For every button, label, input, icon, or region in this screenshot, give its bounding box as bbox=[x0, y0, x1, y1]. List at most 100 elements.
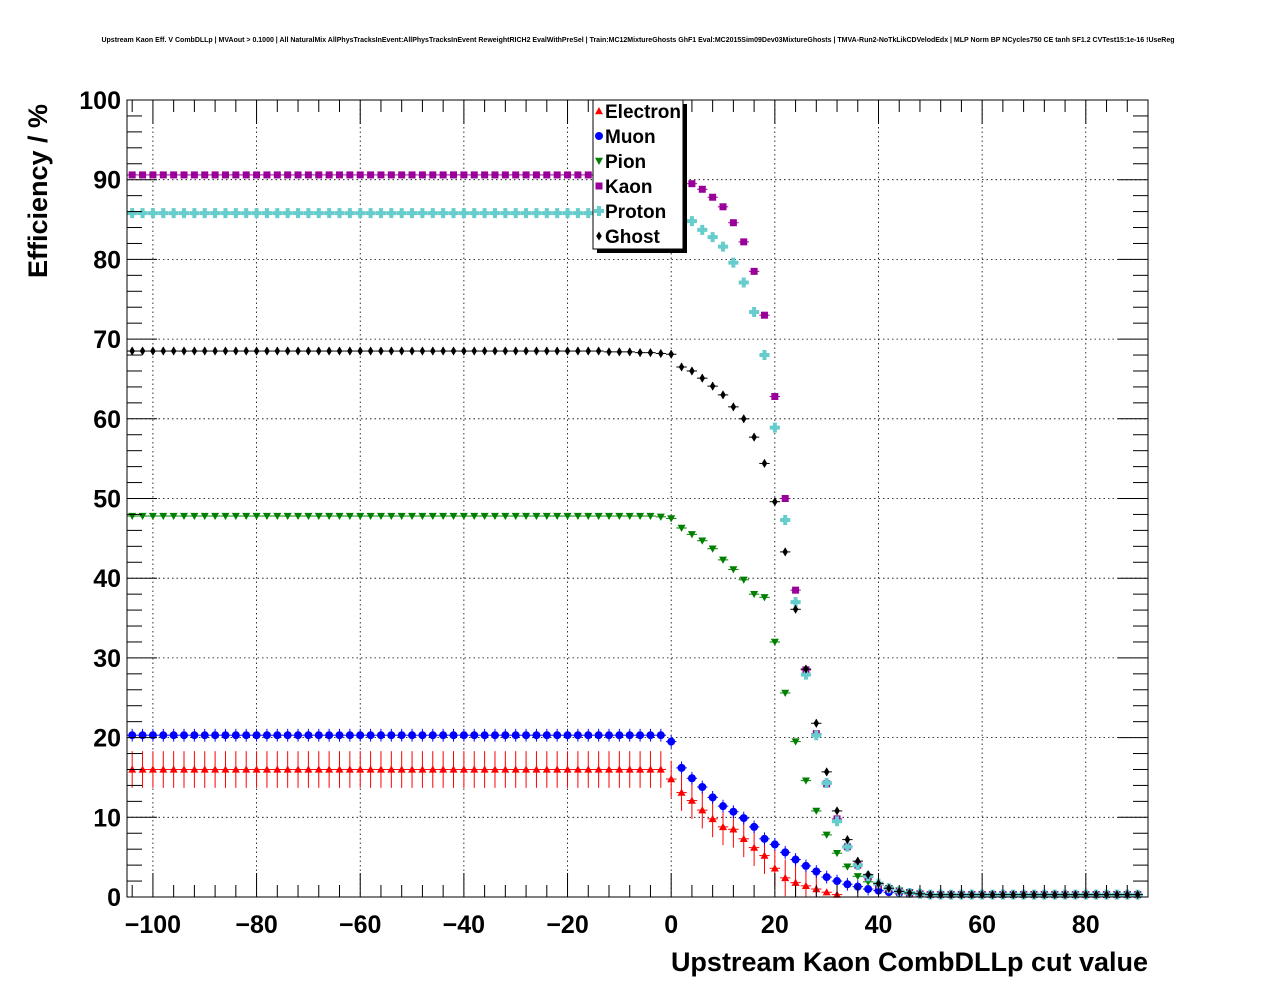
data-point bbox=[709, 193, 717, 201]
data-point bbox=[594, 765, 603, 773]
data-point bbox=[159, 171, 167, 179]
series-kaon bbox=[126, 171, 1143, 899]
data-point bbox=[407, 208, 418, 219]
legend-label: Proton bbox=[605, 202, 666, 223]
data-point bbox=[801, 861, 810, 870]
data-point bbox=[450, 171, 458, 179]
data-point bbox=[325, 731, 334, 740]
data-point bbox=[698, 783, 707, 792]
data-point bbox=[719, 203, 727, 211]
series-pion bbox=[126, 512, 1143, 899]
legend-label: Kaon bbox=[605, 177, 653, 198]
data-point bbox=[812, 867, 821, 876]
data-point bbox=[749, 307, 760, 318]
data-point bbox=[262, 731, 271, 740]
axis-ticks bbox=[127, 99, 1149, 898]
data-point bbox=[387, 171, 395, 179]
data-point bbox=[378, 346, 384, 356]
data-point bbox=[283, 731, 292, 740]
data-point bbox=[409, 346, 415, 356]
data-point bbox=[150, 346, 156, 356]
data-point bbox=[740, 414, 747, 424]
data-point bbox=[584, 731, 593, 740]
data-point bbox=[738, 277, 749, 288]
data-point bbox=[387, 731, 396, 740]
data-point bbox=[636, 512, 645, 521]
data-point bbox=[221, 731, 230, 740]
data-point bbox=[646, 731, 655, 740]
data-point bbox=[656, 513, 665, 521]
data-point bbox=[481, 171, 489, 179]
data-point bbox=[283, 512, 292, 521]
data-point bbox=[230, 208, 241, 219]
y-axis-title: Efficiency / % bbox=[23, 104, 53, 278]
data-point bbox=[314, 765, 323, 773]
data-point bbox=[769, 422, 780, 433]
data-point bbox=[408, 731, 417, 740]
data-point bbox=[801, 777, 810, 785]
data-point bbox=[822, 873, 831, 882]
data-point bbox=[792, 604, 799, 614]
data-point bbox=[429, 346, 436, 356]
data-point bbox=[211, 731, 220, 740]
data-point bbox=[906, 888, 913, 898]
data-point bbox=[273, 171, 281, 179]
data-point bbox=[658, 348, 664, 358]
data-point bbox=[791, 878, 800, 886]
data-point bbox=[335, 171, 343, 179]
data-point bbox=[449, 731, 458, 740]
data-point bbox=[211, 765, 220, 773]
y-tick-label: 20 bbox=[93, 725, 121, 753]
data-point bbox=[470, 512, 479, 521]
data-point bbox=[574, 171, 582, 179]
chart-title: Upstream Kaon Eff. V CombDLLp | MVAout >… bbox=[101, 37, 1174, 44]
data-point bbox=[326, 346, 332, 356]
data-point bbox=[760, 594, 769, 602]
data-point bbox=[253, 171, 261, 179]
data-point bbox=[470, 765, 479, 773]
data-point bbox=[573, 765, 582, 773]
data-point bbox=[336, 346, 343, 356]
x-tick-label: 60 bbox=[968, 911, 996, 939]
data-point bbox=[169, 731, 178, 740]
data-point bbox=[158, 208, 169, 219]
data-point bbox=[822, 831, 831, 839]
data-point bbox=[615, 512, 624, 521]
data-point bbox=[678, 362, 685, 372]
data-point bbox=[160, 346, 167, 356]
legend-entry-electron: Electron bbox=[595, 102, 681, 123]
legend-marker bbox=[595, 182, 603, 190]
data-point bbox=[367, 171, 375, 179]
data-point bbox=[242, 512, 251, 521]
data-point bbox=[781, 848, 790, 857]
data-point bbox=[510, 208, 521, 219]
data-point bbox=[832, 816, 843, 827]
data-point bbox=[750, 590, 759, 599]
data-point bbox=[169, 512, 178, 521]
y-tick-label: 10 bbox=[93, 804, 121, 832]
data-point bbox=[821, 778, 832, 789]
data-point bbox=[751, 432, 757, 442]
data-point bbox=[128, 171, 136, 179]
x-tick-label: −20 bbox=[546, 911, 588, 939]
data-point bbox=[376, 512, 385, 521]
data-point bbox=[138, 765, 147, 773]
data-point bbox=[698, 185, 706, 193]
data-point bbox=[170, 171, 178, 179]
legend-marker bbox=[595, 132, 603, 140]
data-point bbox=[501, 765, 510, 773]
data-point bbox=[490, 765, 499, 773]
data-point bbox=[345, 765, 354, 773]
data-point bbox=[739, 576, 748, 584]
data-point bbox=[418, 512, 427, 521]
data-point bbox=[264, 346, 270, 356]
data-point bbox=[542, 731, 551, 740]
data-point bbox=[295, 346, 301, 356]
data-point bbox=[637, 348, 643, 358]
data-point bbox=[729, 566, 738, 574]
data-point bbox=[544, 346, 550, 356]
data-point bbox=[315, 171, 323, 179]
data-point bbox=[418, 765, 427, 773]
data-point bbox=[190, 512, 199, 521]
legend-marker bbox=[595, 157, 603, 165]
